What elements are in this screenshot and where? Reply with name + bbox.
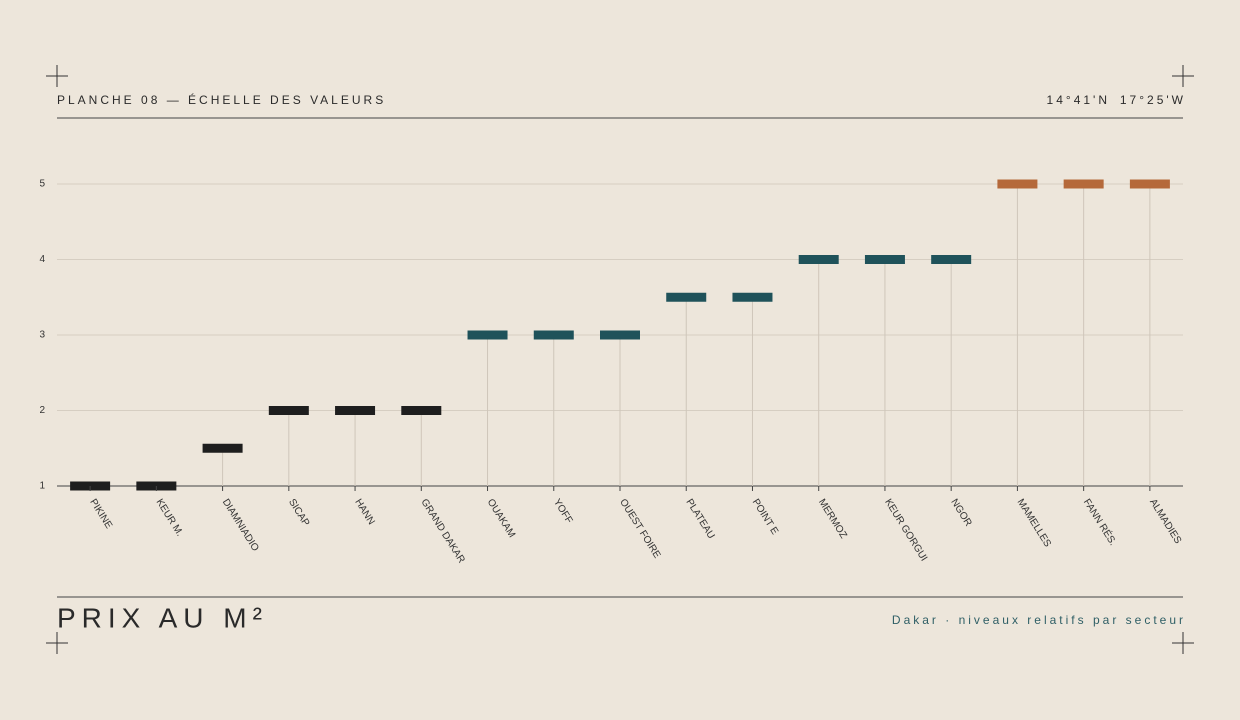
y-tick-label: 5 (39, 179, 45, 190)
level-marker (202, 443, 243, 453)
level-marker (401, 406, 442, 415)
coord-lat: 14°41'N (1047, 93, 1110, 107)
level-marker (666, 292, 707, 302)
plate-label: PLANCHE 08 — ÉCHELLE DES VALEURS (57, 92, 386, 107)
level-marker (997, 179, 1038, 189)
level-marker (798, 255, 839, 264)
level-marker (600, 330, 640, 340)
level-marker (335, 406, 376, 415)
y-tick-label: 1 (39, 481, 45, 492)
level-marker (732, 292, 773, 302)
y-tick-label: 2 (39, 405, 45, 416)
level-marker (268, 406, 309, 415)
level-marker (864, 255, 905, 264)
chart-subtitle: Dakar · niveaux relatifs par secteur (892, 613, 1186, 627)
level-marker (1129, 179, 1170, 189)
level-marker (1063, 179, 1104, 189)
y-tick-label: 3 (39, 330, 45, 341)
level-marker (931, 255, 972, 264)
coord-lon: 17°25'W (1120, 93, 1186, 107)
level-marker (467, 330, 508, 340)
corner-marks (46, 65, 1194, 654)
y-tick-label: 4 (39, 254, 45, 265)
level-marker (533, 330, 574, 340)
chart-title: PRIX AU M² (57, 602, 268, 633)
